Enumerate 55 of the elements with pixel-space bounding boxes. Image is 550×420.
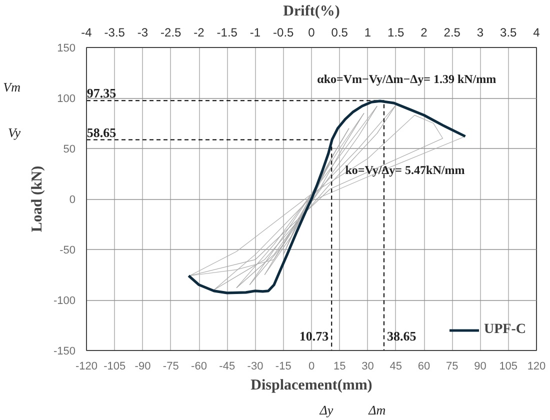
x-tick-label: 90 <box>474 360 486 372</box>
x-tick-label: -60 <box>191 360 207 372</box>
x2-tick-label: 1.5 <box>388 26 405 40</box>
x2-tick-label: 3 <box>476 26 484 40</box>
x-tick-label: -120 <box>75 360 98 372</box>
x-tick-label: 105 <box>499 360 518 372</box>
x2-tick-label: -1.5 <box>216 26 238 40</box>
x2-tick-label: -3.5 <box>104 26 126 40</box>
x-tick-label: -30 <box>247 360 264 372</box>
x-axis-title: Displacement(mm) <box>250 378 372 394</box>
x-tick-label: 120 <box>527 360 546 372</box>
x-tick-label: 0 <box>308 360 315 372</box>
x-tick-label: -90 <box>134 360 151 372</box>
text: Vm <box>3 79 21 94</box>
x2-tick-label: 3.5 <box>500 26 518 40</box>
x-tick-label: 30 <box>362 360 374 372</box>
y-tick-label: -100 <box>53 295 76 307</box>
x-tick-label: -15 <box>275 360 292 372</box>
x2-tick-label: 0 <box>308 26 316 40</box>
x-tick-label: 15 <box>334 360 346 372</box>
x2-tick-label: -2 <box>194 26 205 40</box>
y-tick-label: 0 <box>69 194 76 206</box>
x2-tick-label: 4 <box>533 26 540 40</box>
x2-tick-label: -4 <box>81 26 92 40</box>
annotation: 10.73 <box>299 328 330 344</box>
annotation: 38.65 <box>386 328 417 344</box>
annotation: 58.65 <box>86 124 117 140</box>
x2-tick-label: 0.5 <box>331 26 348 40</box>
text: Δm <box>368 402 386 418</box>
legend-label: UPF-C <box>484 322 526 338</box>
annotation: αko=Vm−Vy/Δm−Δy= 1.39 kN/mm <box>317 72 496 86</box>
y-tick-label: 50 <box>63 144 76 156</box>
x2-tick-label: 2.5 <box>444 26 461 40</box>
annotation: ko=Vy/Δy= 5.47kN/mm <box>345 162 465 177</box>
x-tick-label: -45 <box>219 360 236 372</box>
x-tick-label: 75 <box>446 360 458 372</box>
x-tick-label: 45 <box>390 360 402 372</box>
x2-tick-label: 2 <box>420 26 428 40</box>
x2-axis-title: Drift(%) <box>283 4 340 20</box>
x2-tick-label: -3 <box>137 26 148 40</box>
y-tick-label: -50 <box>60 244 76 256</box>
y-tick-label: -150 <box>53 346 76 358</box>
x2-tick-label: -1 <box>250 26 261 40</box>
x2-tick-label: -2.5 <box>160 26 182 40</box>
x-tick-label: -105 <box>104 360 126 372</box>
x-tick-label: -75 <box>162 360 179 372</box>
text: Δy <box>318 402 334 418</box>
x-tick-label: 60 <box>418 360 430 372</box>
x2-tick-label: -0.5 <box>273 26 294 40</box>
y-axis-title: Load (kN) <box>29 166 46 232</box>
x2-tick-label: 1 <box>364 26 372 40</box>
text: Vy <box>8 124 21 140</box>
annotation: 97.35 <box>86 86 117 101</box>
y-tick-label: 150 <box>57 42 76 54</box>
y-tick-label: 100 <box>57 93 76 105</box>
